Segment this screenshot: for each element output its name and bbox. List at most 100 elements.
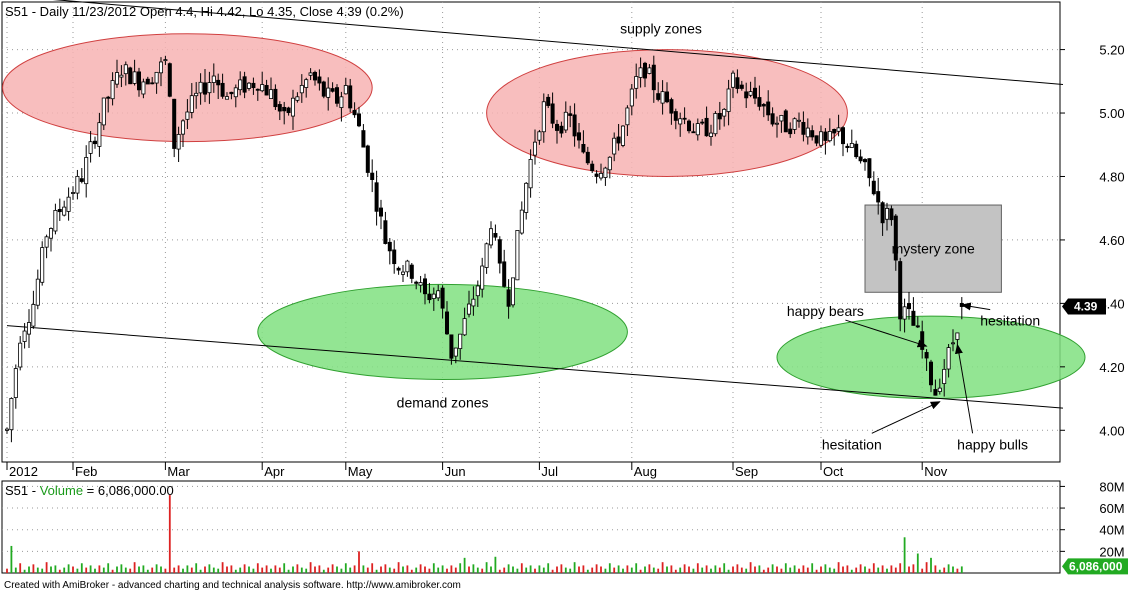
volume-bar bbox=[877, 567, 880, 573]
candle-body bbox=[115, 72, 120, 85]
candle-body bbox=[669, 99, 674, 114]
volume-bar bbox=[296, 564, 299, 573]
volume-bar bbox=[815, 569, 818, 573]
candle-body bbox=[577, 132, 582, 141]
candle-body bbox=[537, 131, 542, 141]
volume-bar bbox=[622, 568, 624, 573]
month-label: Feb bbox=[75, 464, 97, 479]
candle-body bbox=[528, 159, 533, 189]
candle-body bbox=[942, 368, 947, 384]
candle-body bbox=[814, 135, 819, 144]
candle-body bbox=[18, 342, 23, 368]
price-tick-label: 4.20 bbox=[1099, 360, 1124, 375]
candle-body bbox=[400, 271, 405, 275]
volume-bar bbox=[705, 565, 708, 573]
candle-body bbox=[198, 81, 203, 94]
candle-body bbox=[572, 114, 577, 137]
candle-body bbox=[871, 180, 876, 195]
candle-body bbox=[599, 173, 604, 179]
candle-body bbox=[233, 87, 238, 98]
annotation-arrow bbox=[845, 319, 928, 348]
volume-bar bbox=[94, 568, 96, 573]
candle-body bbox=[656, 93, 661, 100]
candle-body bbox=[273, 88, 278, 108]
volume-bar bbox=[318, 565, 321, 573]
volume-bar bbox=[547, 563, 550, 573]
candle-body bbox=[519, 209, 524, 234]
volume-bar bbox=[564, 567, 567, 573]
volume-bar bbox=[534, 568, 536, 573]
candle-body bbox=[255, 88, 260, 91]
candle-body bbox=[555, 123, 560, 131]
candle-body bbox=[330, 88, 335, 92]
price-tick-label: 5.00 bbox=[1099, 106, 1124, 121]
candle-body bbox=[246, 82, 251, 89]
volume-bar bbox=[256, 563, 259, 573]
volume-bar bbox=[28, 566, 30, 573]
volume-bar bbox=[881, 565, 884, 573]
candle-body bbox=[26, 322, 31, 335]
volume-bar bbox=[688, 566, 690, 573]
volume-bar bbox=[23, 569, 26, 573]
candle-body bbox=[260, 84, 265, 92]
volume-bar bbox=[164, 568, 167, 573]
candle-body bbox=[79, 178, 84, 182]
volume-bar bbox=[362, 565, 365, 573]
month-label: Sep bbox=[735, 464, 758, 479]
volume-bar bbox=[274, 565, 277, 573]
volume-bar bbox=[32, 564, 35, 573]
volume-bar bbox=[846, 565, 849, 573]
candle-body bbox=[282, 106, 287, 112]
volume-bar bbox=[98, 565, 101, 573]
candle-body bbox=[885, 207, 890, 220]
volume-bar bbox=[644, 566, 646, 573]
volume-bar bbox=[899, 563, 902, 573]
annotation-layer: supply zones demand zones mystery zone happ… bbox=[397, 21, 1040, 453]
candle-body bbox=[35, 278, 40, 306]
volume-bar bbox=[556, 566, 558, 573]
candle-body bbox=[634, 76, 639, 89]
candle-body bbox=[123, 64, 128, 75]
volume-bar bbox=[424, 566, 426, 573]
volume-bar bbox=[322, 569, 325, 573]
candle-body bbox=[911, 310, 916, 326]
candle-body bbox=[172, 98, 177, 149]
candle-body bbox=[858, 156, 863, 162]
volume-bar bbox=[912, 564, 915, 573]
volume-bar bbox=[842, 566, 844, 573]
candle-body bbox=[616, 136, 621, 144]
volume-bar bbox=[604, 568, 607, 573]
candle-body bbox=[71, 192, 76, 194]
volume-bar bbox=[204, 566, 206, 573]
volume-title-label: Volume bbox=[40, 483, 83, 498]
volume-bar bbox=[459, 563, 462, 573]
price-tick-label: 5.20 bbox=[1099, 43, 1124, 58]
candle-body bbox=[502, 261, 507, 287]
candle-body bbox=[691, 131, 696, 134]
volume-bar bbox=[212, 567, 215, 573]
volume-bar bbox=[490, 566, 492, 573]
candlestick-series bbox=[5, 55, 964, 443]
candle-body bbox=[849, 142, 854, 148]
candle-body bbox=[810, 130, 815, 138]
candle-body bbox=[775, 122, 780, 125]
candle-body bbox=[119, 74, 124, 78]
candle-body bbox=[374, 182, 379, 212]
candle-body bbox=[757, 97, 762, 107]
candle-body bbox=[955, 332, 960, 340]
candle-body bbox=[136, 71, 141, 91]
channel-trendline bbox=[52, 0, 1064, 85]
candle-body bbox=[449, 334, 454, 359]
candle-body bbox=[907, 303, 912, 310]
candle-body bbox=[951, 342, 956, 345]
candle-body bbox=[550, 103, 555, 124]
candle-body bbox=[607, 156, 612, 171]
candle-body bbox=[62, 206, 67, 216]
volume-bar bbox=[886, 568, 888, 573]
candle-body bbox=[590, 163, 595, 172]
volume-tick-label: 60M bbox=[1099, 501, 1124, 516]
volume-bar bbox=[635, 563, 638, 573]
volume-bar bbox=[107, 563, 110, 573]
volume-bar bbox=[129, 568, 132, 573]
